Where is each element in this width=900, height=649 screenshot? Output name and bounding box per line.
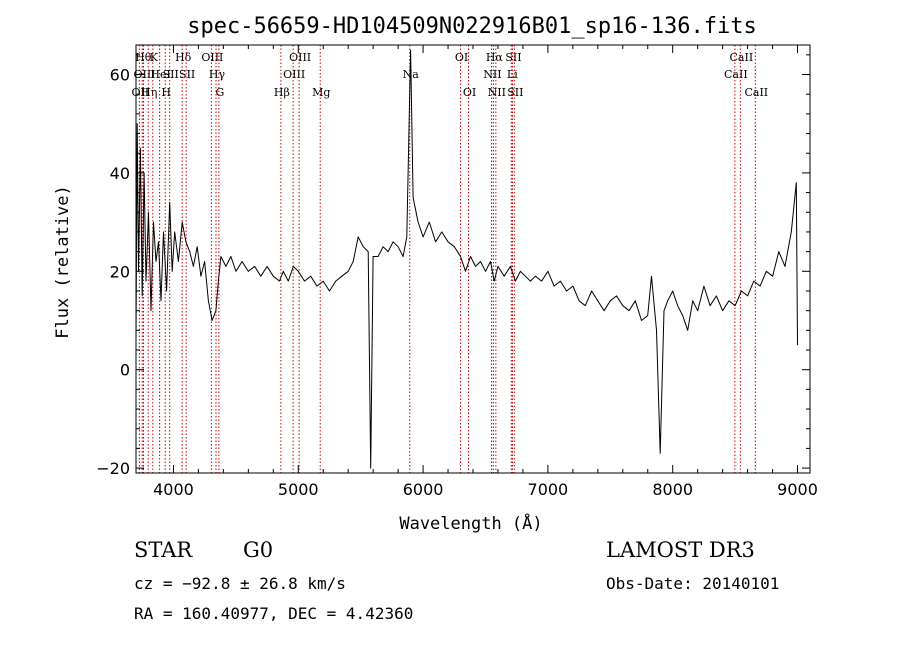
marker-label-24: SII — [505, 51, 521, 64]
object-subclass: G0 — [243, 538, 274, 562]
marker-label-21: Hα — [486, 51, 504, 64]
marker-label-2: OIII — [133, 68, 155, 81]
spectrum-line-0 — [135, 49, 798, 469]
marker-label-12: G — [215, 86, 224, 99]
spectrum-series — [135, 49, 798, 469]
marker-label-14: OIII — [283, 68, 305, 81]
marker-label-1: Hθ — [135, 51, 152, 64]
marker-label-10: OIII — [201, 51, 223, 64]
y-tick-label-0: −20 — [96, 459, 130, 478]
x-tick-label-2: 6000 — [403, 480, 444, 499]
x-tick-label-3: 7000 — [528, 480, 569, 499]
y-tick-label-3: 40 — [110, 164, 130, 183]
marker-label-8: Hδ — [175, 51, 192, 64]
y-tick-label-4: 60 — [110, 66, 130, 85]
x-tick-label-5: 9000 — [777, 480, 818, 499]
chart-title: spec-56659-HD104509N022916B01_sp16-136.f… — [187, 14, 757, 39]
x-tick-label-0: 4000 — [153, 480, 194, 499]
marker-label-7: SII — [163, 68, 179, 81]
object-class: STAR — [134, 538, 193, 562]
marker-label-28: CaII — [744, 86, 768, 99]
marker-label-22: NII — [488, 86, 506, 99]
marker-label-3: Hη — [141, 86, 157, 99]
marker-label-6: H — [161, 86, 171, 99]
redshift-velocity: cz = −92.8 ± 26.8 km/s — [134, 574, 346, 593]
marker-label-20: NII — [483, 68, 501, 81]
marker-label-26: CaII — [724, 68, 748, 81]
x-tick-label-1: 5000 — [278, 480, 319, 499]
survey-name: LAMOST DR3 — [606, 538, 755, 562]
marker-label-15: OIII — [289, 51, 311, 64]
marker-label-9: SII — [179, 68, 195, 81]
y-tick-label-2: 20 — [110, 262, 130, 281]
observation-date: Obs-Date: 20140101 — [606, 574, 780, 593]
tick-marks: 4000 5000 6000 7000 8000 9000 −20 0 20 40 60 — [96, 45, 818, 499]
marker-label-16: Mg — [312, 86, 330, 99]
x-tick-label-4: 8000 — [652, 480, 693, 499]
marker-label-11: Hγ — [209, 68, 226, 81]
coordinates: RA = 160.40977, DEC = 4.42360 — [134, 604, 414, 623]
marker-label-4: K — [150, 51, 159, 64]
marker-label-18: OI — [455, 51, 468, 64]
axes — [135, 44, 811, 474]
marker-label-25: SII — [507, 86, 523, 99]
plot-frame — [135, 44, 811, 474]
x-axis-label: Wavelength (Å) — [399, 512, 542, 534]
marker-label-27: CaII — [730, 51, 754, 64]
marker-label-13: Hβ — [274, 86, 290, 99]
y-tick-label-1: 0 — [120, 361, 130, 380]
y-axis-label: Flux (relative) — [53, 185, 73, 339]
marker-label-19: OI — [463, 86, 476, 99]
